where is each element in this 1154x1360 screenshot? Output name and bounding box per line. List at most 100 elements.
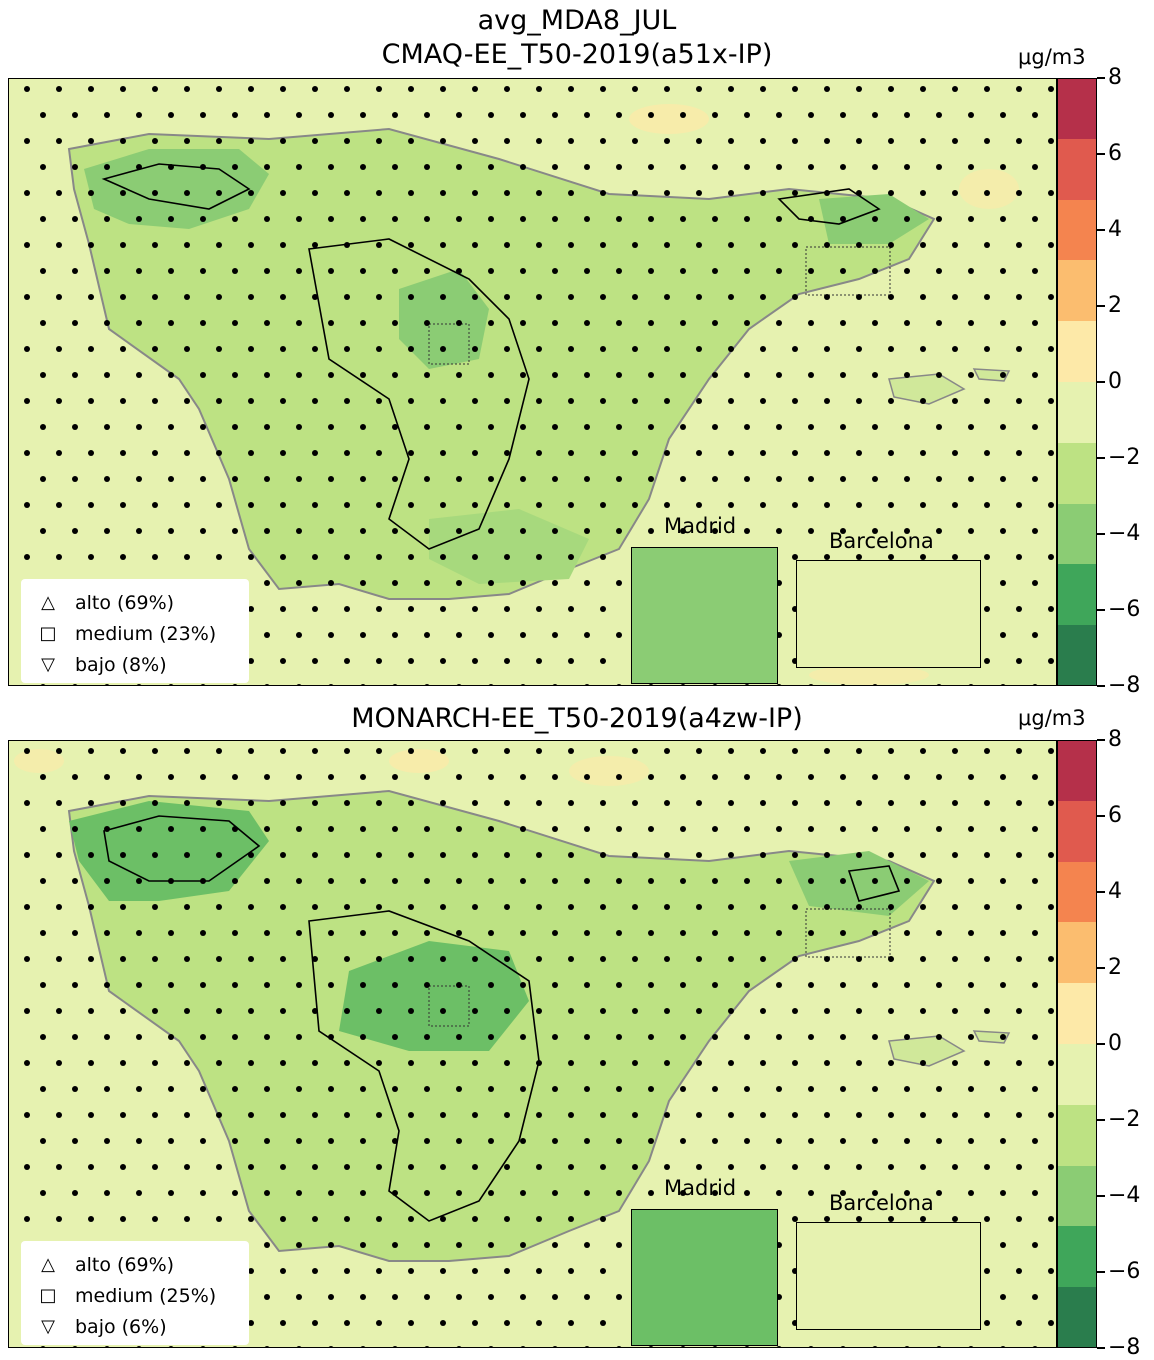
- significance-dot: [168, 826, 174, 832]
- significance-dot: [712, 216, 718, 222]
- significance-dot: [648, 878, 654, 884]
- significance-dot: [968, 424, 974, 430]
- significance-dot: [264, 528, 270, 534]
- significance-dot: [840, 1346, 846, 1347]
- significance-dot: [344, 748, 350, 754]
- significance-dot: [152, 242, 158, 248]
- significance-dot: [216, 956, 222, 962]
- significance-dot: [888, 1112, 894, 1118]
- significance-dot: [232, 372, 238, 378]
- significance-dot: [472, 748, 478, 754]
- significance-dot: [920, 956, 926, 962]
- significance-dot: [888, 346, 894, 352]
- significance-dot: [632, 956, 638, 962]
- significance-dot: [56, 852, 62, 858]
- significance-dot: [280, 86, 286, 92]
- significance-dot: [632, 346, 638, 352]
- significance-dot: [360, 982, 366, 988]
- significance-dot: [1048, 1164, 1054, 1170]
- significance-dot: [696, 346, 702, 352]
- significance-dot: [344, 606, 350, 612]
- significance-dot: [360, 774, 366, 780]
- significance-dot: [136, 982, 142, 988]
- significance-dot: [552, 1346, 558, 1347]
- significance-dot: [280, 346, 286, 352]
- significance-dot: [1048, 1112, 1054, 1118]
- significance-dot: [376, 294, 382, 300]
- significance-dot: [584, 268, 590, 274]
- significance-dot: [152, 502, 158, 508]
- significance-dot: [952, 346, 958, 352]
- significance-dot: [520, 774, 526, 780]
- significance-dot: [120, 502, 126, 508]
- significance-dot: [728, 138, 734, 144]
- significance-dot: [312, 294, 318, 300]
- significance-dot: [440, 606, 446, 612]
- significance-dot: [248, 956, 254, 962]
- significance-dot: [184, 242, 190, 248]
- significance-dot: [408, 398, 414, 404]
- significance-dot: [968, 268, 974, 274]
- significance-dot: [536, 1320, 542, 1326]
- significance-dot: [280, 1164, 286, 1170]
- significance-dot: [392, 632, 398, 638]
- significance-dot: [248, 1008, 254, 1014]
- significance-dot: [88, 852, 94, 858]
- significance-dot: [504, 1112, 510, 1118]
- significance-dot: [1000, 528, 1006, 534]
- significance-dot: [24, 956, 30, 962]
- significance-dot: [456, 528, 462, 534]
- significance-dot: [360, 1294, 366, 1300]
- significance-dot: [376, 398, 382, 404]
- significance-dot: [392, 982, 398, 988]
- significance-dot: [472, 852, 478, 858]
- significance-dot: [552, 632, 558, 638]
- significance-dot: [872, 826, 878, 832]
- significance-dot: [696, 138, 702, 144]
- significance-dot: [440, 502, 446, 508]
- significance-dot: [664, 190, 670, 196]
- significance-dot: [472, 190, 478, 196]
- significance-dot: [56, 190, 62, 196]
- colorbar-tick: [1097, 305, 1105, 307]
- significance-dot: [664, 1060, 670, 1066]
- significance-dot: [488, 112, 494, 118]
- significance-dot: [936, 164, 942, 170]
- significance-dot: [776, 684, 782, 685]
- significance-dot: [488, 424, 494, 430]
- significance-dot: [1016, 294, 1022, 300]
- significance-dot: [1032, 1346, 1038, 1347]
- significance-dot: [856, 346, 862, 352]
- significance-dot: [136, 1190, 142, 1196]
- significance-dot: [440, 1060, 446, 1066]
- significance-dot: [216, 1216, 222, 1222]
- top-title-line2: CMAQ-EE_T50-2019(a51x-IP): [381, 39, 773, 70]
- significance-dot: [536, 1112, 542, 1118]
- significance-dot: [760, 956, 766, 962]
- significance-dot: [184, 398, 190, 404]
- significance-dot: [120, 346, 126, 352]
- significance-dot: [104, 320, 110, 326]
- bottom-green-region-nw: [69, 801, 269, 901]
- significance-dot: [632, 1164, 638, 1170]
- significance-dot: [168, 1034, 174, 1040]
- significance-dot: [760, 800, 766, 806]
- significance-dot: [584, 1034, 590, 1040]
- significance-dot: [264, 632, 270, 638]
- top-sea-patches: [629, 104, 1019, 685]
- significance-dot: [312, 1216, 318, 1222]
- significance-dot: [56, 956, 62, 962]
- significance-dot: [696, 86, 702, 92]
- top-barcelona-inset: [796, 560, 981, 668]
- significance-dot: [184, 904, 190, 910]
- significance-dot: [248, 138, 254, 144]
- significance-dot: [552, 268, 558, 274]
- significance-dot: [488, 268, 494, 274]
- significance-dot: [712, 878, 718, 884]
- significance-dot: [56, 748, 62, 754]
- significance-dot: [56, 1112, 62, 1118]
- significance-dot: [360, 424, 366, 430]
- colorbar-tick-label: −4: [1108, 521, 1141, 546]
- significance-dot: [792, 190, 798, 196]
- significance-dot: [120, 904, 126, 910]
